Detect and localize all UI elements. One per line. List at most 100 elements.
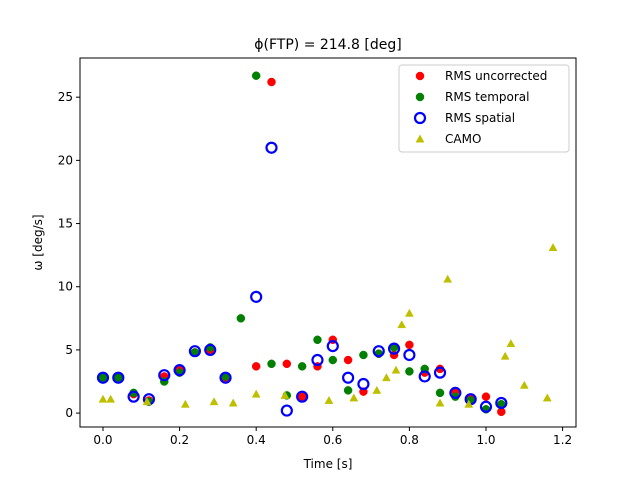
data-point [506,339,516,348]
data-point [209,397,219,406]
legend-label: CAMO [445,132,481,146]
data-point [280,404,293,417]
x-tick-label: 0.8 [400,433,419,447]
data-point [381,373,391,382]
legend-box [398,64,570,153]
x-axis-label: Time [s] [303,457,353,471]
data-point [127,390,140,403]
data-point [267,77,276,87]
data-point [142,397,152,406]
data-point [228,398,238,407]
data-point [250,290,263,303]
data-point [106,394,116,403]
y-tick-label: 10 [58,280,73,294]
data-point [326,340,339,353]
x-tick-label: 0.4 [247,433,266,447]
data-point [204,343,217,357]
data-point [372,345,385,358]
data-point [282,359,292,369]
data-point [324,395,334,404]
data-point [236,314,246,323]
data-point [173,364,186,377]
data-point [343,386,353,395]
data-point [98,394,108,403]
data-point [387,342,401,355]
data-point [219,371,232,384]
axes: 0.0 0.2 0.4 0.6 0.8 1.0 1.2 0 5 10 15 20 25 [58,57,577,447]
data-point [96,371,110,384]
data-point [548,243,558,252]
data-point [251,389,261,398]
data-point [404,308,414,317]
data-point [391,365,401,374]
data-point [296,390,309,403]
data-point [357,377,370,391]
legend-item: RMS spatial [413,111,515,125]
legend-label: RMS temporal [445,90,529,104]
data-point [188,345,202,358]
data-point [112,371,125,384]
legend-item: RMS uncorrected [415,69,547,83]
data-point [342,371,355,384]
x-tick-label: 1.0 [476,433,495,447]
data-point [349,393,359,402]
y-tick-label: 20 [58,153,73,167]
legend-marker [413,111,427,125]
data-point [481,392,491,401]
y-tick-label: 0 [65,406,73,420]
data-point [479,400,493,413]
data-point [265,141,278,154]
data-point [405,367,414,376]
legend: RMS uncorrected RMS temporal RMS spatial CA… [398,64,570,153]
y-tick-label: 25 [58,90,73,104]
data-point [443,274,453,283]
data-point [449,386,462,399]
legend-item: CAMO [415,132,481,146]
data-point [435,398,445,407]
data-point [519,380,529,389]
data-marks [96,71,558,417]
data-point [311,353,324,367]
data-point [158,369,171,382]
legend-marker [415,134,425,143]
legend-label: RMS uncorrected [445,69,547,83]
data-point [495,396,508,410]
data-point [251,71,261,80]
data-point [343,355,353,365]
legend-item: RMS temporal [415,90,529,104]
data-point [418,370,431,383]
legend-marker [415,92,425,102]
data-point [313,335,322,345]
plot-frame [79,57,577,428]
y-tick-label: 15 [58,217,73,231]
x-tick-label: 0.2 [170,433,189,447]
y-axis-label: ω [deg/s] [31,214,45,270]
data-point [251,362,261,371]
data-point [280,390,290,399]
data-point [433,366,447,379]
data-point [542,393,552,402]
data-point [267,359,276,369]
chart-title: ϕ(FTP) = 214.8 [deg] [254,37,401,53]
y-tick-label: 5 [65,343,73,357]
series-rms-spatial [96,141,508,417]
data-point [464,399,474,408]
data-point [403,348,416,362]
data-point [359,350,368,360]
data-point [405,340,414,350]
data-point [180,399,190,408]
data-point [328,355,338,365]
data-point [500,351,510,360]
legend-marker [415,71,425,81]
data-point [297,362,307,371]
x-tick-label: 0.6 [323,433,342,447]
series-rms-temporal [98,71,506,414]
data-point [397,320,407,329]
legend-label: RMS spatial [445,111,515,125]
data-point [372,385,382,394]
series-camo [98,243,558,408]
x-tick-label: 1.2 [553,433,572,447]
data-point [435,388,445,398]
x-tick-label: 0.0 [93,433,112,447]
